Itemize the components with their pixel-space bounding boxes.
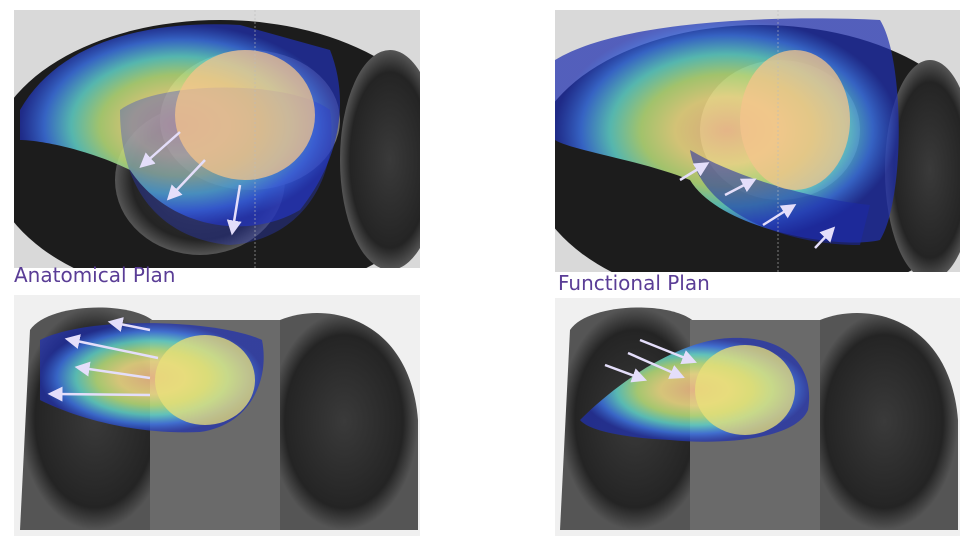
- panel-label: Anatomical Plan: [14, 263, 175, 287]
- panel-label: Functional Plan: [558, 271, 710, 295]
- functional-coronal: [555, 298, 960, 536]
- anatomical-axial: [14, 10, 420, 268]
- functional-axial: [555, 10, 960, 272]
- anatomical-coronal: [14, 295, 420, 536]
